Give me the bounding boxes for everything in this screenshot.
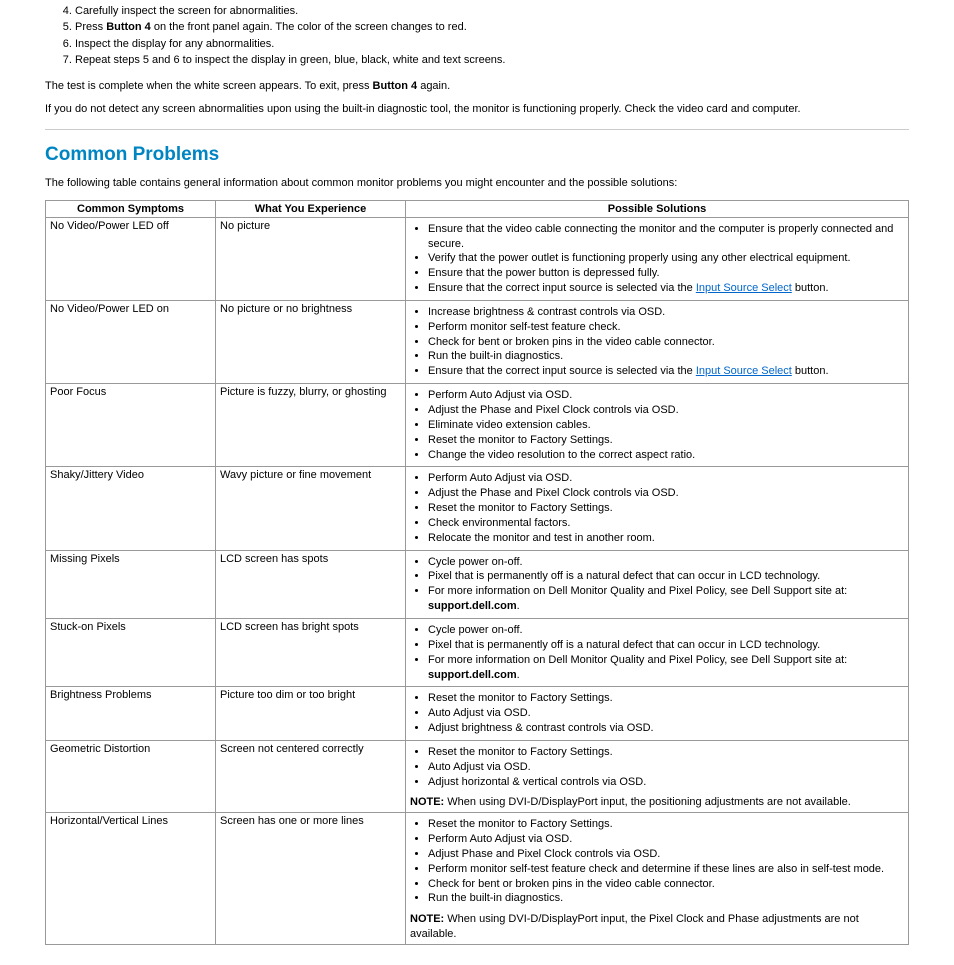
cell-symptom: Missing Pixels <box>46 550 216 618</box>
solution-item: Reset the monitor to Factory Settings. <box>428 501 904 516</box>
cell-solutions: Ensure that the video cable connecting t… <box>406 217 909 300</box>
table-row: No Video/Power LED offNo picture Ensure t… <box>46 217 909 300</box>
solution-item: Auto Adjust via OSD. <box>428 760 904 775</box>
solution-item: Verify that the power outlet is function… <box>428 251 904 266</box>
solution-item: Relocate the monitor and test in another… <box>428 531 904 546</box>
table-row: Poor FocusPicture is fuzzy, blurry, or g… <box>46 384 909 467</box>
solution-item: Ensure that the correct input source is … <box>428 281 904 296</box>
cell-symptom: Horizontal/Vertical Lines <box>46 813 216 945</box>
solution-item: Reset the monitor to Factory Settings. <box>428 817 904 832</box>
input-source-select-link[interactable]: Input Source Select <box>696 365 792 377</box>
step-item: Repeat steps 5 and 6 to inspect the disp… <box>75 53 934 68</box>
table-body: No Video/Power LED offNo picture Ensure t… <box>46 217 909 944</box>
cell-solutions: Increase brightness & contrast controls … <box>406 300 909 383</box>
solution-item: Pixel that is permanently off is a natur… <box>428 638 904 653</box>
cell-experience: Screen not centered correctly <box>216 740 406 812</box>
solution-item: Ensure that the correct input source is … <box>428 364 904 379</box>
solution-item: Reset the monitor to Factory Settings. <box>428 691 904 706</box>
header-experience: What You Experience <box>216 200 406 217</box>
common-problems-heading: Common Problems <box>45 144 934 166</box>
solution-item: Adjust the Phase and Pixel Clock control… <box>428 403 904 418</box>
cell-experience: No picture or no brightness <box>216 300 406 383</box>
cell-experience: Picture is fuzzy, blurry, or ghosting <box>216 384 406 467</box>
input-source-select-link[interactable]: Input Source Select <box>696 282 792 294</box>
solution-item: Adjust horizontal & vertical controls vi… <box>428 775 904 790</box>
solution-item: Adjust the Phase and Pixel Clock control… <box>428 486 904 501</box>
table-intro-paragraph: The following table contains general inf… <box>45 176 934 191</box>
solution-item: Check for bent or broken pins in the vid… <box>428 335 904 350</box>
cell-experience: Screen has one or more lines <box>216 813 406 945</box>
table-row: Shaky/Jittery VideoWavy picture or fine … <box>46 467 909 550</box>
cell-symptom: No Video/Power LED on <box>46 300 216 383</box>
table-row: Horizontal/Vertical LinesScreen has one … <box>46 813 909 945</box>
troubleshooting-table: Common Symptoms What You Experience Poss… <box>45 200 909 945</box>
solution-item: Reset the monitor to Factory Settings. <box>428 745 904 760</box>
solution-item: For more information on Dell Monitor Qua… <box>428 584 904 614</box>
no-abnormalities-paragraph: If you do not detect any screen abnormal… <box>45 102 934 117</box>
solution-item: Pixel that is permanently off is a natur… <box>428 569 904 584</box>
solution-item: Eliminate video extension cables. <box>428 418 904 433</box>
cell-symptom: Brightness Problems <box>46 687 216 741</box>
solution-item: Run the built-in diagnostics. <box>428 891 904 906</box>
solution-item: Ensure that the video cable connecting t… <box>428 222 904 252</box>
table-row: Missing PixelsLCD screen has spotsCycle … <box>46 550 909 618</box>
header-solutions: Possible Solutions <box>406 200 909 217</box>
cell-solutions: Perform Auto Adjust via OSD.Adjust the P… <box>406 384 909 467</box>
cell-experience: Wavy picture or fine movement <box>216 467 406 550</box>
cell-symptom: No Video/Power LED off <box>46 217 216 300</box>
cell-solutions: Cycle power on-off.Pixel that is permane… <box>406 618 909 686</box>
solution-item: Perform Auto Adjust via OSD. <box>428 471 904 486</box>
cell-experience: Picture too dim or too bright <box>216 687 406 741</box>
solution-item: Adjust brightness & contrast controls vi… <box>428 721 904 736</box>
cell-experience: LCD screen has spots <box>216 550 406 618</box>
diagnostic-steps-list: Carefully inspect the screen for abnorma… <box>20 4 934 69</box>
cell-symptom: Geometric Distortion <box>46 740 216 812</box>
cell-symptom: Poor Focus <box>46 384 216 467</box>
solution-item: Perform Auto Adjust via OSD. <box>428 388 904 403</box>
solution-item: Ensure that the power button is depresse… <box>428 266 904 281</box>
solution-item: Reset the monitor to Factory Settings. <box>428 433 904 448</box>
solution-item: Check environmental factors. <box>428 516 904 531</box>
solution-item: Run the built-in diagnostics. <box>428 349 904 364</box>
table-row: Geometric DistortionScreen not centered … <box>46 740 909 812</box>
table-header-row: Common Symptoms What You Experience Poss… <box>46 200 909 217</box>
cell-solutions: Perform Auto Adjust via OSD.Adjust the P… <box>406 467 909 550</box>
solution-item: Perform Auto Adjust via OSD. <box>428 832 904 847</box>
solution-item: Perform monitor self-test feature check. <box>428 320 904 335</box>
solution-item: Cycle power on-off. <box>428 555 904 570</box>
step-item: Press Button 4 on the front panel again.… <box>75 20 934 35</box>
cell-solutions: Reset the monitor to Factory Settings.Pe… <box>406 813 909 945</box>
cell-solutions: Cycle power on-off.Pixel that is permane… <box>406 550 909 618</box>
cell-experience: No picture <box>216 217 406 300</box>
cell-solutions: Reset the monitor to Factory Settings.Au… <box>406 740 909 812</box>
solution-item: Check for bent or broken pins in the vid… <box>428 877 904 892</box>
solution-item: Perform monitor self-test feature check … <box>428 862 904 877</box>
step-item: Carefully inspect the screen for abnorma… <box>75 4 934 19</box>
table-row: No Video/Power LED onNo picture or no br… <box>46 300 909 383</box>
note-text: NOTE: When using DVI-D/DisplayPort input… <box>410 912 904 942</box>
solution-item: Change the video resolution to the corre… <box>428 448 904 463</box>
solution-item: Adjust Phase and Pixel Clock controls vi… <box>428 847 904 862</box>
table-row: Stuck-on PixelsLCD screen has bright spo… <box>46 618 909 686</box>
section-divider <box>45 129 909 130</box>
cell-solutions: Reset the monitor to Factory Settings.Au… <box>406 687 909 741</box>
solution-item: Increase brightness & contrast controls … <box>428 305 904 320</box>
table-row: Brightness ProblemsPicture too dim or to… <box>46 687 909 741</box>
solution-item: Cycle power on-off. <box>428 623 904 638</box>
header-symptoms: Common Symptoms <box>46 200 216 217</box>
cell-symptom: Shaky/Jittery Video <box>46 467 216 550</box>
note-text: NOTE: When using DVI-D/DisplayPort input… <box>410 795 904 810</box>
test-complete-paragraph: The test is complete when the white scre… <box>45 79 934 94</box>
cell-experience: LCD screen has bright spots <box>216 618 406 686</box>
solution-item: For more information on Dell Monitor Qua… <box>428 653 904 683</box>
solution-item: Auto Adjust via OSD. <box>428 706 904 721</box>
step-item: Inspect the display for any abnormalitie… <box>75 37 934 52</box>
cell-symptom: Stuck-on Pixels <box>46 618 216 686</box>
